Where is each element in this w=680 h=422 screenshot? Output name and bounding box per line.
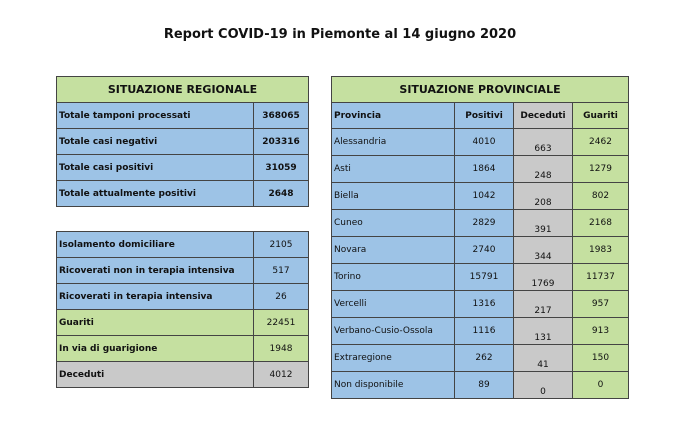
table-row: Extraregione 262 41 150 [331,344,629,372]
row-value: 4012 [253,361,309,388]
row-label: Totale attualmente positivi [56,180,254,207]
col-header-guariti: Guariti [572,102,629,129]
table-row: Ricoverati in terapia intensiva 26 [56,283,309,310]
row-value: 203316 [253,128,309,155]
table-row: Non disponibile 89 0 0 [331,371,629,399]
guariti: 2462 [572,128,629,156]
row-value: 517 [253,257,309,284]
provincia: Biella [331,182,455,210]
row-value: 1948 [253,335,309,362]
provincia: Novara [331,236,455,264]
guariti: 957 [572,290,629,318]
guariti: 150 [572,344,629,372]
provincia: Torino [331,263,455,291]
col-header-deceduti: Deceduti [513,102,573,129]
table-row: In via di guarigione 1948 [56,335,309,362]
deceduti: 344 [513,236,573,264]
row-label: Totale tamponi processati [56,102,254,129]
deceduti: 131 [513,317,573,345]
provincial-table: SITUAZIONE PROVINCIALE Provincia Positiv… [331,76,629,399]
row-label: Ricoverati non in terapia intensiva [56,257,254,284]
table-row: Novara 2740 344 1983 [331,236,629,264]
provincia: Asti [331,155,455,183]
positivi: 1316 [454,290,514,318]
table-row: Alessandria 4010 663 2462 [331,128,629,156]
row-value: 2648 [253,180,309,207]
row-label: Deceduti [56,361,254,388]
regional-header: SITUAZIONE REGIONALE [56,76,309,103]
positivi: 2740 [454,236,514,264]
table-row: Biella 1042 208 802 [331,182,629,210]
deceduti: 217 [513,290,573,318]
row-value: 26 [253,283,309,310]
row-value: 31059 [253,154,309,181]
table-row: Vercelli 1316 217 957 [331,290,629,318]
table-row: Totale attualmente positivi 2648 [56,180,309,207]
regional-totals-table: SITUAZIONE REGIONALE Totale tamponi proc… [56,76,309,207]
provincia: Non disponibile [331,371,455,399]
table-row: Totale casi positivi 31059 [56,154,309,181]
positivi: 1116 [454,317,514,345]
row-label: Totale casi positivi [56,154,254,181]
guariti: 2168 [572,209,629,237]
deceduti: 41 [513,344,573,372]
provincia: Vercelli [331,290,455,318]
row-value: 2105 [253,231,309,258]
table-row: Verbano-Cusio-Ossola 1116 131 913 [331,317,629,345]
positivi: 1864 [454,155,514,183]
provincia: Verbano-Cusio-Ossola [331,317,455,345]
col-header-positivi: Positivi [454,102,514,129]
provincia: Cuneo [331,209,455,237]
provincial-header: SITUAZIONE PROVINCIALE [331,76,629,103]
guariti: 802 [572,182,629,210]
col-header-provincia: Provincia [331,102,455,129]
deceduti: 1769 [513,263,573,291]
table-row: Guariti 22451 [56,309,309,336]
guariti: 913 [572,317,629,345]
deceduti: 391 [513,209,573,237]
positivi: 15791 [454,263,514,291]
provincia: Alessandria [331,128,455,156]
row-label: Isolamento domiciliare [56,231,254,258]
table-row: Ricoverati non in terapia intensiva 517 [56,257,309,284]
row-value: 368065 [253,102,309,129]
deceduti: 208 [513,182,573,210]
provincia: Extraregione [331,344,455,372]
row-label: Totale casi negativi [56,128,254,155]
table-row: Torino 15791 1769 11737 [331,263,629,291]
table-row: Totale tamponi processati 368065 [56,102,309,129]
positivi: 89 [454,371,514,399]
deceduti: 0 [513,371,573,399]
guariti: 0 [572,371,629,399]
row-label: Ricoverati in terapia intensiva [56,283,254,310]
positivi: 4010 [454,128,514,156]
table-row: Isolamento domiciliare 2105 [56,231,309,258]
table-row: Asti 1864 248 1279 [331,155,629,183]
positivi: 262 [454,344,514,372]
row-label: Guariti [56,309,254,336]
guariti: 11737 [572,263,629,291]
positivi: 1042 [454,182,514,210]
table-row: Cuneo 2829 391 2168 [331,209,629,237]
row-label: In via di guarigione [56,335,254,362]
row-value: 22451 [253,309,309,336]
positivi: 2829 [454,209,514,237]
table-row: Deceduti 4012 [56,361,309,388]
deceduti: 663 [513,128,573,156]
table-row: Totale casi negativi 203316 [56,128,309,155]
guariti: 1983 [572,236,629,264]
regional-details-table: Isolamento domiciliare 2105 Ricoverati non… [56,231,309,388]
guariti: 1279 [572,155,629,183]
report-title: Report COVID-19 in Piemonte al 14 giugno… [163,27,517,42]
deceduti: 248 [513,155,573,183]
